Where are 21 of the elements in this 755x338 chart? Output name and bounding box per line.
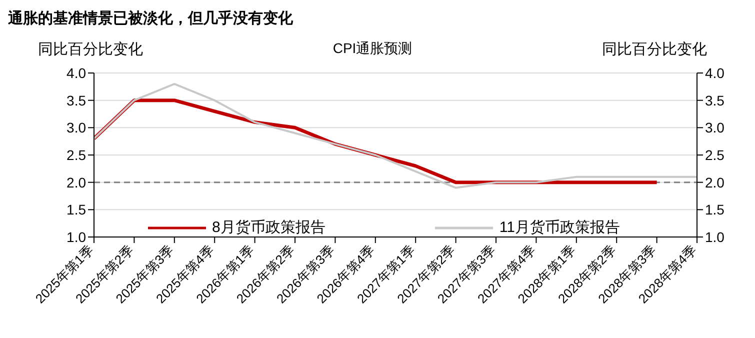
y2-tick-label: 1.0	[705, 228, 725, 245]
legend-label: 8月货币政策报告	[212, 218, 326, 237]
y-axis-title: 同比百分比变化	[38, 40, 143, 59]
y-tick-label: 2.0	[66, 174, 86, 190]
y-tick-label: 3.0	[66, 120, 86, 136]
y2-tick-label: 1.5	[705, 202, 725, 218]
legend-label: 11月货币政策报告	[499, 218, 620, 237]
y2-axis-title: 同比百分比变化	[602, 40, 707, 59]
y2-tick-label: 3.0	[705, 120, 725, 136]
y2-tick-label: 3.5	[705, 92, 725, 108]
y2-tick-label: 2.5	[705, 146, 725, 163]
y-tick-label: 4.0	[66, 64, 86, 81]
chart-subtitle: CPI通胀预测	[332, 40, 412, 56]
y2-tick-label: 4.0	[705, 64, 725, 81]
line-series	[94, 82, 697, 189]
y2-tick-label: 2.0	[705, 174, 725, 190]
y-tick-label: 1.0	[66, 228, 86, 245]
y-tick-label: 3.5	[66, 92, 86, 108]
y-tick-label: 1.5	[66, 202, 86, 218]
y-tick-label: 2.5	[66, 146, 86, 163]
chart-title: 通胀的基准情景已被淡化，但几乎没有变化	[8, 9, 294, 29]
